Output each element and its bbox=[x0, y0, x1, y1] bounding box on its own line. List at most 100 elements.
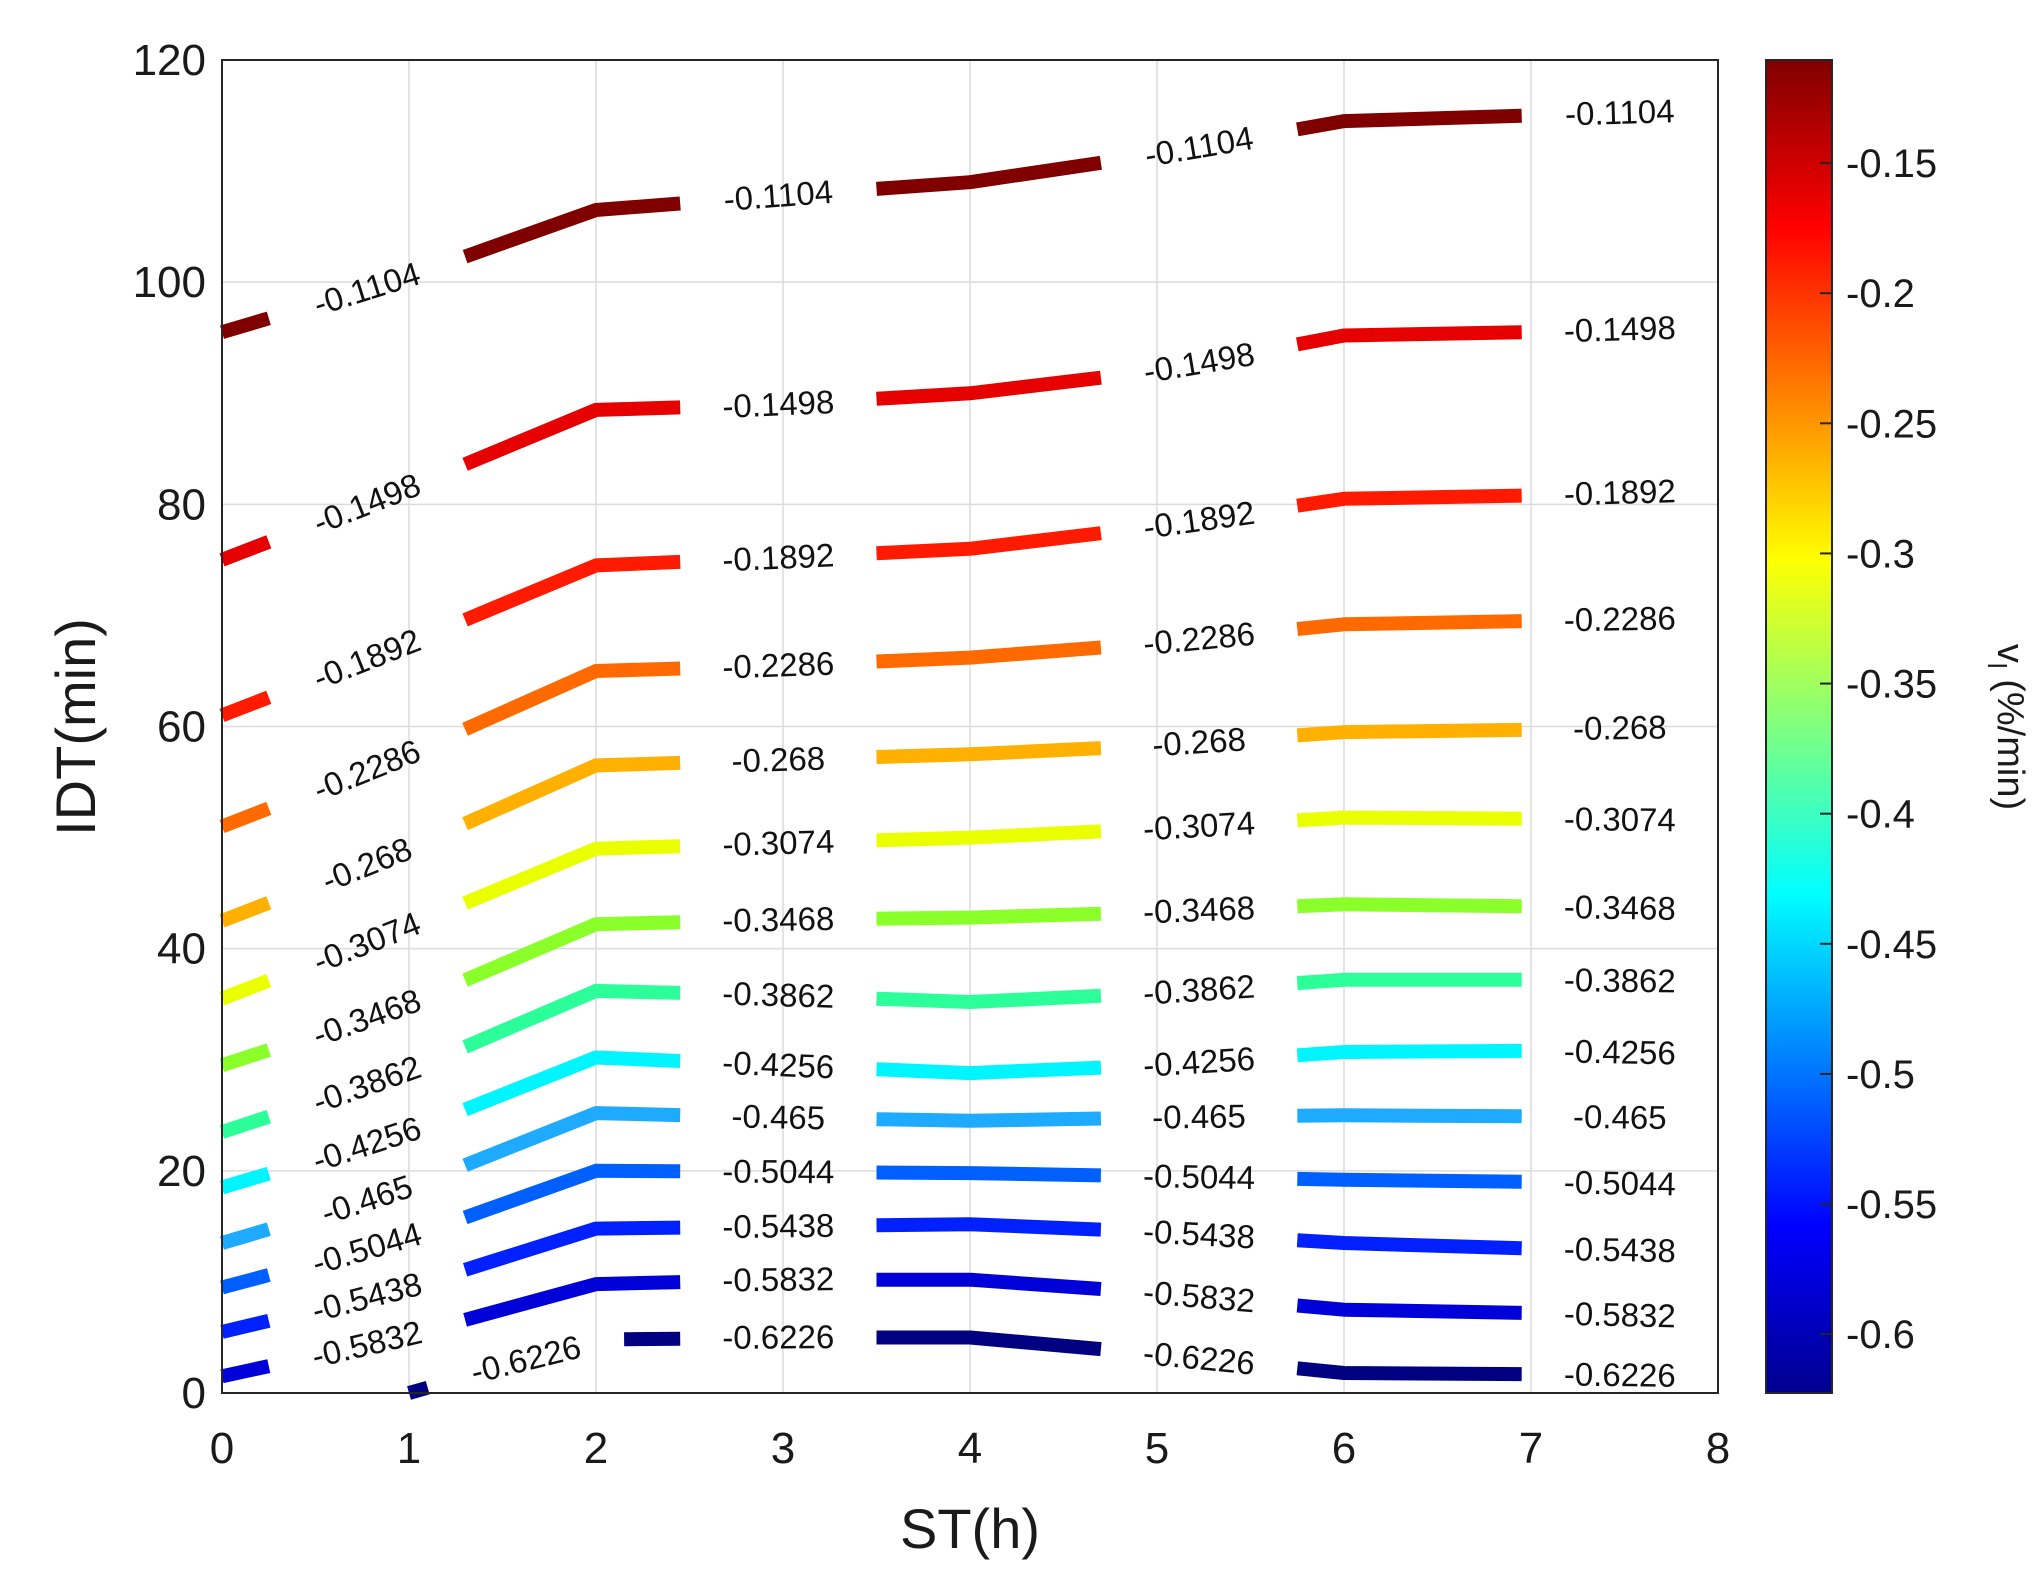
contour-label: -0.5832 bbox=[722, 1260, 834, 1298]
x-tick-label: 3 bbox=[771, 1424, 795, 1473]
contour-segment bbox=[1296, 1298, 1522, 1320]
colorbar-label-unit: (%/min) bbox=[1989, 669, 2031, 810]
contour-segment bbox=[462, 661, 681, 736]
contour-line--0.3862 bbox=[219, 972, 1522, 1139]
colorbar-tick-label: -0.4 bbox=[1846, 793, 1915, 837]
contour-line--0.1498 bbox=[219, 325, 1522, 567]
x-tick-label: 7 bbox=[1519, 1424, 1543, 1473]
contour-label: -0.5832 bbox=[1563, 1295, 1676, 1335]
contour-segment bbox=[462, 400, 681, 471]
contour-line--0.4256 bbox=[220, 1043, 1522, 1195]
x-axis-ticks: 0 1 2 3 4 5 6 7 8 bbox=[210, 1424, 1730, 1473]
contour-line--0.3074 bbox=[219, 810, 1522, 1006]
colorbar-ticks: -0.15 -0.2 -0.25 -0.3 -0.35 -0.4 -0.45 -0.5 -0.5… bbox=[1820, 142, 1937, 1357]
contour-line--0.1104 bbox=[220, 108, 1522, 339]
contour-segment bbox=[1296, 614, 1522, 636]
contour-line--0.3468 bbox=[219, 897, 1522, 1072]
contour-segment bbox=[1296, 722, 1522, 743]
contour-label: -0.3074 bbox=[1142, 804, 1256, 847]
contour-segment bbox=[462, 983, 681, 1054]
y-tick-label: 20 bbox=[157, 1147, 206, 1196]
contour-label: -0.3468 bbox=[1142, 889, 1255, 930]
contour-segment bbox=[876, 988, 1102, 1009]
contour-label: -0.5438 bbox=[1564, 1230, 1677, 1269]
contour-segment bbox=[462, 1106, 681, 1172]
contour-segment bbox=[876, 824, 1102, 848]
colorbar-tick-label: -0.25 bbox=[1846, 402, 1937, 446]
contour-label: -0.1892 bbox=[722, 536, 835, 578]
y-tick-label: 100 bbox=[133, 258, 206, 307]
colorbar-tick-label: -0.6 bbox=[1846, 1313, 1915, 1357]
contour-segment bbox=[876, 1060, 1102, 1081]
contour-label: -0.6226 bbox=[1564, 1356, 1676, 1394]
x-tick-label: 5 bbox=[1145, 1424, 1169, 1473]
contour-label: -0.6226 bbox=[722, 1318, 834, 1356]
contour-segment bbox=[876, 1272, 1102, 1296]
contour-segment bbox=[220, 1313, 271, 1339]
x-tick-label: 1 bbox=[397, 1424, 421, 1473]
plot-frame bbox=[221, 59, 1719, 1394]
contour-segment bbox=[1297, 1171, 1522, 1189]
contour-segment bbox=[220, 1268, 271, 1295]
contour-label: -0.465 bbox=[1573, 1098, 1667, 1136]
contour-label: -0.4256 bbox=[722, 1044, 835, 1086]
contour-label: -0.5044 bbox=[1564, 1164, 1677, 1203]
contour-segment bbox=[462, 554, 681, 627]
contour-segment bbox=[1297, 897, 1522, 914]
contour-segment bbox=[220, 1166, 271, 1195]
colorbar-tick-label: -0.35 bbox=[1846, 663, 1937, 707]
contour-line--0.5832 bbox=[220, 1272, 1522, 1384]
y-tick-label: 80 bbox=[157, 480, 206, 529]
contour-segment bbox=[1295, 325, 1522, 352]
contour-segment bbox=[876, 741, 1102, 764]
contour-segment bbox=[876, 640, 1102, 669]
contour-segment bbox=[876, 1165, 1102, 1183]
contour-line--0.5044 bbox=[220, 1163, 1522, 1295]
contour-line--0.1892 bbox=[219, 488, 1522, 722]
contour-segment bbox=[1296, 810, 1522, 828]
contour-label: -0.268 bbox=[1573, 708, 1667, 747]
series-layer bbox=[219, 108, 1522, 1400]
contour-label: -0.3074 bbox=[1564, 800, 1676, 838]
contour-segment bbox=[1296, 108, 1522, 137]
x-tick-label: 6 bbox=[1332, 1424, 1356, 1473]
contour-label: -0.268 bbox=[731, 740, 826, 780]
contour-label: -0.3862 bbox=[1564, 961, 1676, 999]
contour-label: -0.3468 bbox=[1564, 888, 1677, 927]
x-axis-label: ST(h) bbox=[900, 1497, 1040, 1560]
contour-label: -0.1498 bbox=[722, 383, 835, 425]
contour-label: -0.1104 bbox=[1565, 92, 1676, 132]
contour-segment bbox=[462, 1050, 681, 1117]
contour-label: -0.268 bbox=[1151, 720, 1247, 763]
contour-line--0.2286 bbox=[219, 614, 1522, 834]
contour-segment bbox=[1296, 1361, 1522, 1382]
contour-segment bbox=[463, 1275, 681, 1327]
contour-segment bbox=[462, 196, 681, 264]
colorbar-label: vl (%/min) bbox=[1982, 644, 2031, 810]
contour-label: -0.1104 bbox=[722, 173, 834, 218]
contour-segment bbox=[624, 1331, 681, 1347]
x-tick-label: 2 bbox=[584, 1424, 608, 1473]
contour-label: -0.5438 bbox=[1142, 1212, 1256, 1255]
y-axis-label: IDT(min) bbox=[44, 618, 107, 836]
colorbar-tick-label: -0.5 bbox=[1846, 1053, 1915, 1097]
contour-segment bbox=[876, 370, 1102, 406]
y-tick-label: 120 bbox=[133, 36, 206, 85]
contour-segment bbox=[875, 155, 1102, 196]
contour-segment bbox=[219, 690, 272, 722]
contour-segment bbox=[876, 1111, 1102, 1128]
contour-label: -0.4256 bbox=[1564, 1033, 1677, 1072]
contour-label: -0.465 bbox=[731, 1097, 825, 1136]
colorbar-tick-label: -0.3 bbox=[1846, 532, 1915, 576]
contour-label: -0.3074 bbox=[722, 823, 835, 863]
colorbar-label-main: v bbox=[1989, 644, 2031, 663]
x-tick-label: 0 bbox=[210, 1424, 234, 1473]
contour-segment bbox=[219, 535, 272, 567]
contour-label: -0.1892 bbox=[1563, 472, 1676, 512]
contour-segment bbox=[219, 1110, 271, 1139]
contour-segment bbox=[462, 1163, 681, 1225]
contour-segment bbox=[876, 526, 1102, 561]
contour-line--0.465 bbox=[220, 1106, 1522, 1250]
x-tick-label: 8 bbox=[1706, 1424, 1730, 1473]
